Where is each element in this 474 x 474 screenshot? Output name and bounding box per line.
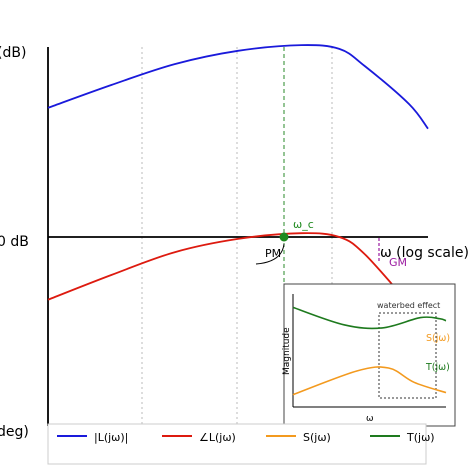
phase-margin-arc [255, 243, 285, 265]
inset-x-label: ω [366, 414, 374, 424]
legend: |L(jω)| ∠L(jω) S(jω) T(jω) [47, 423, 435, 465]
inset-series-line-t [292, 306, 447, 330]
legend-label-t: T(jω) [406, 431, 435, 444]
series-line-magnitude [47, 44, 429, 130]
inset-y-label: Magnitude [282, 327, 292, 375]
y-label-bottom: deg) [0, 424, 29, 440]
legend-frame [47, 423, 427, 465]
crossover-label: ω_c [293, 218, 314, 231]
gain-margin-label: GM [389, 256, 407, 269]
legend-label-phase: ∠L(jω) [199, 431, 236, 444]
phase-margin-label: PM [265, 247, 281, 260]
legend-label-s: S(jω) [303, 431, 331, 444]
y-label-zero: 0 dB [0, 234, 29, 250]
inset-label-s: S(jω) [426, 333, 450, 344]
y-label-top: (dB) [0, 45, 26, 61]
waterbed-region [378, 312, 437, 399]
inset-plot: waterbed effect S(jω) T(jω) ω Magnitude [282, 283, 456, 427]
legend-label-magnitude: |L(jω)| [94, 431, 128, 444]
x-axis-label: ω (log scale) [380, 245, 469, 261]
inset-label-t: T(jω) [425, 362, 450, 373]
waterbed-label: waterbed effect [377, 301, 440, 310]
crossover-point [279, 232, 289, 242]
inset-series-line-s [292, 366, 447, 396]
